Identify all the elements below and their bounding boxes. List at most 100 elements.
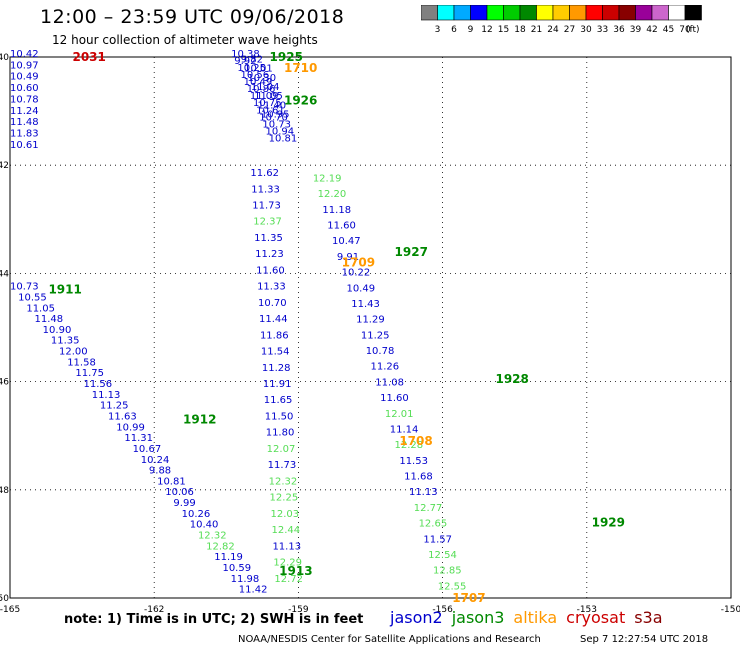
pass-time-label: 1708 xyxy=(399,434,432,448)
pass-time-label: 1912 xyxy=(183,412,216,426)
swh-value: 11.53 xyxy=(399,456,428,467)
swh-value: 11.48 xyxy=(35,314,64,325)
swh-value: 11.43 xyxy=(351,299,380,310)
colorbar-label: 9 xyxy=(468,25,474,35)
swh-value: 10.59 xyxy=(222,563,251,574)
legend-item-altika: altika xyxy=(513,608,558,627)
satellite-legend: jason2 jason3 altika cryosat s3a xyxy=(390,608,672,627)
swh-value: 10.70 xyxy=(258,298,287,309)
pass-time-label: 1710 xyxy=(284,61,317,75)
swh-value: 10.56 xyxy=(240,70,269,81)
swh-value: 11.28 xyxy=(262,363,291,374)
lon-tick-label: -150 xyxy=(721,605,740,615)
swh-value: 11.19 xyxy=(214,552,243,563)
legend-item-jason2: jason2 xyxy=(390,608,443,627)
swh-value: 11.35 xyxy=(254,233,283,244)
swh-value: 11.35 xyxy=(51,336,80,347)
swh-value: 10.95 xyxy=(261,110,290,121)
swh-value: 10.49 xyxy=(10,72,39,83)
swh-value: 10.26 xyxy=(182,509,211,520)
swh-value: 11.26 xyxy=(371,362,400,373)
lon-tick-label: -159 xyxy=(288,605,309,615)
colorbar-label: 42 xyxy=(646,25,657,35)
colorbar-label: 36 xyxy=(613,25,625,35)
color-scale-bar: 3 6 9 12 15 18 21 24 27 30 33 36 39 42 45 70(ft) xyxy=(421,5,702,35)
swh-value: 10.78 xyxy=(366,346,395,357)
altimeter-track: 10.389.9210.2510.5610.4910.8611.0910.751… xyxy=(231,49,297,144)
swh-value: 10.24 xyxy=(141,455,170,466)
swh-value: 11.73 xyxy=(268,460,297,471)
swh-value: 10.81 xyxy=(157,476,186,487)
swh-value: 10.47 xyxy=(332,236,361,247)
colorbar-label: 21 xyxy=(531,25,542,35)
swh-value: 10.61 xyxy=(256,105,285,116)
lon-tick-label: -165 xyxy=(0,605,20,615)
colorbar-label: 39 xyxy=(630,25,642,35)
swh-value: 11.31 xyxy=(124,433,153,444)
swh-value: 11.75 xyxy=(75,368,104,379)
credit-line: NOAA/NESDIS Center for Satellite Applica… xyxy=(238,634,541,645)
swh-value: 11.09 xyxy=(250,91,279,102)
colorbar-label: 70 xyxy=(679,25,691,35)
swh-value: 12.01 xyxy=(385,409,414,420)
altimeter-track: 12.19 12.20 11.18 11.60 10.47 9.91 10.22 10.49 1… xyxy=(313,173,467,592)
swh-value: 11.23 xyxy=(255,249,284,260)
swh-value: 12.65 xyxy=(419,519,448,530)
pass-time-label: 1928 xyxy=(495,372,528,386)
swh-value: 11.63 xyxy=(108,411,137,422)
colorbar-swatch xyxy=(684,5,702,21)
swh-value: 10.67 xyxy=(133,444,162,455)
swh-value: 10.75 xyxy=(253,98,282,109)
swh-value: 12.00 xyxy=(59,347,88,358)
swh-value: 10.01 xyxy=(244,64,273,75)
colorbar-label: 18 xyxy=(514,25,526,35)
swh-value: 12.54 xyxy=(428,550,457,561)
swh-value: 12.32 xyxy=(198,530,227,541)
colorbar-label: 24 xyxy=(547,25,559,35)
swh-value: 11.13 xyxy=(409,487,438,498)
pass-time-label: 1913 xyxy=(279,564,312,578)
swh-value: 12.72 xyxy=(274,574,303,585)
lat-tick-label: -42 xyxy=(0,161,9,171)
swh-value: 12.03 xyxy=(271,509,300,520)
colorbar-label: 3 xyxy=(435,25,441,35)
swh-value: 10.49 xyxy=(346,283,375,294)
swh-value: 11.33 xyxy=(257,282,286,293)
pass-time-label: 1929 xyxy=(592,515,625,529)
legend-item-jason3: jason3 xyxy=(451,608,505,627)
swh-value: 10.97 xyxy=(10,60,39,71)
colorbar-label: 12 xyxy=(481,25,492,35)
swh-value: 9.91 xyxy=(337,252,359,263)
swh-value: 9.82 xyxy=(241,54,263,65)
colorbar-label: 6 xyxy=(451,25,457,35)
page-title: 12:00 – 23:59 UTC 09/06/2018 xyxy=(40,6,345,28)
swh-value: 12.19 xyxy=(313,173,342,184)
swh-value: 10.78 xyxy=(10,94,39,105)
pass-time-label: 1927 xyxy=(395,245,428,259)
swh-value: 11.80 xyxy=(266,428,295,439)
swh-value: 11.60 xyxy=(256,265,285,276)
lat-tick-label: -40 xyxy=(0,53,9,63)
lat-tick-label: -50 xyxy=(0,594,9,604)
pass-time-label: 1707 xyxy=(452,591,485,605)
pass-time-label: 1925 xyxy=(270,50,303,64)
swh-value: 10.70 xyxy=(259,112,288,123)
units-note: note: 1) Time is in UTC; 2) SWH is in fe… xyxy=(64,612,364,627)
swh-value: 12.85 xyxy=(433,566,462,577)
swh-value: 9.99 xyxy=(173,498,195,509)
altimeter-track: 10.4210.9710.4910.6010.7811.2411.4811.83… xyxy=(10,49,39,151)
lat-tick-label: -46 xyxy=(0,378,9,388)
swh-value: 10.73 xyxy=(262,119,291,130)
swh-value: 10.22 xyxy=(342,268,371,279)
swh-value: 11.83 xyxy=(10,129,39,140)
swh-value: 11.48 xyxy=(10,117,39,128)
swh-value: 11.40 xyxy=(258,100,287,111)
swh-value: 11.44 xyxy=(259,314,288,325)
swh-value: 11.13 xyxy=(272,541,301,552)
swh-value: 11.18 xyxy=(322,205,351,216)
swh-value: 11.05 xyxy=(254,91,283,102)
swh-value: 11.14 xyxy=(390,424,419,435)
